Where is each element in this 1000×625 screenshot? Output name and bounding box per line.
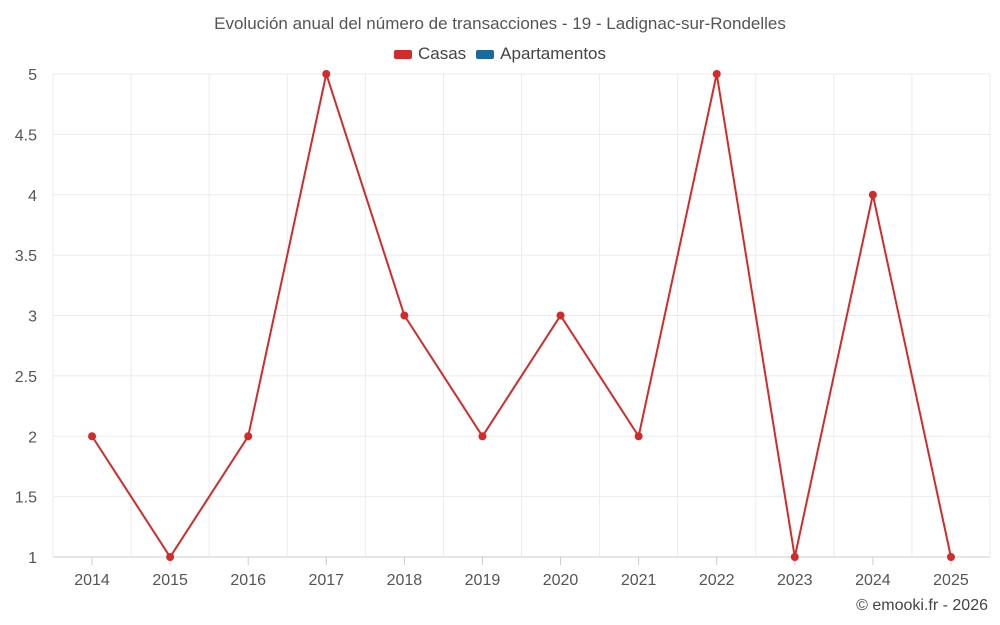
chart-series bbox=[88, 70, 955, 561]
legend-swatch-casas bbox=[393, 49, 412, 59]
y-axis-ticks: 5 4.5 4 3.5 3 2.5 2 1.5 1 bbox=[15, 67, 37, 567]
data-point-casas-2015 bbox=[166, 553, 175, 561]
chart-title: Evolución anual del número de transaccio… bbox=[214, 14, 786, 33]
y-tick-label: 1.5 bbox=[15, 490, 37, 507]
y-tick-label: 4.5 bbox=[15, 127, 37, 144]
data-point-casas-2022 bbox=[712, 70, 721, 78]
legend-item-casas[interactable]: Casas bbox=[393, 44, 467, 64]
y-tick-label: 3.5 bbox=[15, 248, 37, 265]
x-tick-label: 2018 bbox=[387, 572, 423, 589]
x-tick-label: 2020 bbox=[543, 572, 579, 589]
x-tick-label: 2019 bbox=[465, 572, 501, 589]
data-point-casas-2021 bbox=[634, 432, 643, 441]
data-point-casas-2025 bbox=[946, 553, 955, 561]
y-tick-label: 3 bbox=[28, 309, 37, 326]
x-tick-label: 2014 bbox=[74, 572, 110, 589]
credit-text: © emooki.fr - 2026 bbox=[856, 597, 988, 614]
data-point-casas-2020 bbox=[556, 311, 565, 320]
legend-item-apartamentos[interactable]: Apartamentos bbox=[476, 44, 606, 64]
y-tick-label: 4 bbox=[28, 188, 37, 205]
data-point-casas-2017 bbox=[322, 70, 331, 78]
y-tick-label: 5 bbox=[28, 67, 37, 84]
x-tick-label: 2015 bbox=[152, 572, 188, 589]
chart-legend: Casas Apartamentos bbox=[0, 44, 1000, 64]
x-tick-label: 2023 bbox=[777, 572, 813, 589]
chart-grid bbox=[52, 73, 991, 558]
x-axis-ticks: 2014 2015 2016 2017 2018 2019 2020 2021 2022 2023… bbox=[74, 557, 969, 589]
data-point-casas-2014 bbox=[88, 432, 97, 441]
data-point-casas-2016 bbox=[244, 432, 253, 441]
y-tick-label: 2.5 bbox=[15, 369, 37, 386]
y-tick-label: 1 bbox=[28, 550, 37, 567]
x-tick-label: 2016 bbox=[230, 572, 266, 589]
legend-swatch-apartamentos bbox=[476, 49, 495, 59]
x-tick-label: 2025 bbox=[933, 572, 969, 589]
legend-label-apartamentos: Apartamentos bbox=[500, 44, 607, 63]
data-point-casas-2018 bbox=[400, 311, 409, 320]
y-tick-label: 2 bbox=[28, 429, 37, 446]
x-tick-label: 2017 bbox=[308, 572, 344, 589]
x-tick-label: 2024 bbox=[855, 572, 891, 589]
series-line-casas bbox=[91, 70, 952, 559]
x-tick-label: 2021 bbox=[621, 572, 657, 589]
x-tick-label: 2022 bbox=[699, 572, 735, 589]
data-point-casas-2024 bbox=[868, 190, 877, 199]
data-point-casas-2023 bbox=[790, 553, 799, 561]
legend-label-casas: Casas bbox=[417, 44, 467, 63]
data-point-casas-2019 bbox=[478, 432, 487, 441]
